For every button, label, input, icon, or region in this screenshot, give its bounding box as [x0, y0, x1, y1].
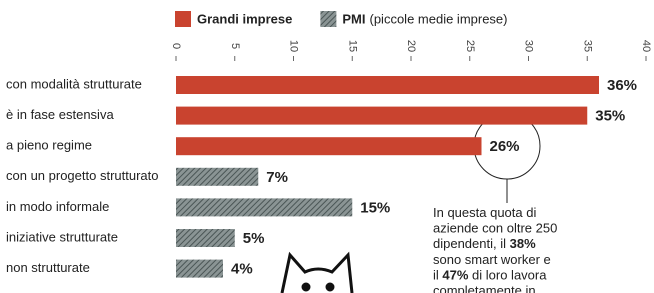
bar	[176, 107, 587, 125]
x-tick-label: 10	[288, 40, 300, 52]
chart: Grandi imprese PMI (piccole medie imprese)…	[0, 0, 654, 293]
annotation-text: 47%	[442, 268, 468, 283]
x-tick-label: 40	[640, 40, 652, 52]
bar	[176, 260, 223, 278]
annotation-text: aziende con oltre 250	[433, 221, 557, 236]
bar	[176, 76, 599, 94]
category-label: in modo informale	[6, 199, 109, 214]
value-label: 5%	[243, 230, 265, 247]
x-tick-label: 30	[523, 40, 535, 52]
category-label: iniziative strutturate	[6, 229, 118, 244]
annotation-text: In questa quota di	[433, 205, 536, 220]
value-label: 36%	[607, 77, 637, 94]
category-label: non strutturate	[6, 260, 90, 275]
category-label: a pieno regime	[6, 138, 92, 153]
cat-icon	[282, 255, 352, 293]
x-tick-label: 35	[581, 40, 593, 52]
annotation-text: 38%	[510, 237, 536, 252]
value-label: 26%	[490, 138, 520, 155]
bar	[176, 137, 482, 155]
value-label: 7%	[266, 169, 288, 186]
annotation-line: sono smart worker e	[433, 252, 551, 267]
category-label: con modalità strutturate	[6, 76, 142, 91]
annotation-text: di loro lavora	[468, 268, 547, 283]
annotation-line: aziende con oltre 250	[433, 221, 557, 236]
annotation-text: sono smart worker e	[433, 252, 551, 267]
x-tick-label: 0	[170, 43, 182, 49]
x-tick-label: 15	[346, 40, 358, 52]
annotation-line: il 47% di loro lavora	[433, 268, 547, 283]
annotation-text: il	[433, 268, 442, 283]
legend-swatch	[175, 11, 191, 27]
legend-label: Grandi imprese	[197, 11, 292, 26]
bar	[176, 229, 235, 247]
annotation-line: dipendenti, il 38%	[433, 237, 536, 252]
annotation-text: completamente in	[433, 283, 536, 293]
value-label: 15%	[360, 199, 390, 216]
annotation-text: dipendenti, il	[433, 237, 510, 252]
annotation-line: completamente in	[433, 283, 536, 293]
category-label: con un progetto strutturato	[6, 168, 158, 183]
x-tick-label: 5	[229, 43, 241, 49]
legend-note: (piccole medie imprese)	[370, 11, 508, 26]
bar	[176, 198, 352, 216]
x-tick-label: 20	[405, 40, 417, 52]
value-label: 4%	[231, 261, 253, 278]
bar	[176, 168, 258, 186]
legend-swatch	[320, 11, 336, 27]
legend-label: PMI	[342, 11, 365, 26]
x-tick-label: 25	[464, 40, 476, 52]
annotation-line: In questa quota di	[433, 205, 536, 220]
value-label: 35%	[595, 108, 625, 125]
annotation-callout	[474, 113, 540, 203]
category-label: è in fase estensiva	[6, 107, 114, 122]
